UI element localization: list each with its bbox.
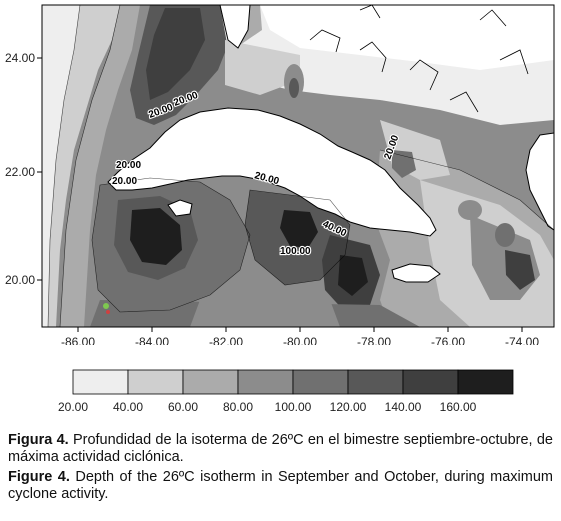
legend-swatch (347, 369, 404, 395)
legend-swatch (402, 369, 459, 395)
legend-swatch (127, 369, 184, 395)
legend-tick-label: 160.00 (440, 400, 477, 414)
depth-color-legend: 20.00 40.00 60.00 80.00 100.00 120.00 140.00 16… (58, 369, 514, 414)
figure-caption: Figura 4. Profundidad de la isoterma de … (8, 432, 553, 506)
contour-label: 20.00 (112, 176, 137, 187)
map-frame (41, 4, 555, 328)
legend-tick-label: 60.00 (168, 400, 198, 414)
y-tick-label: 24.00 (5, 51, 35, 65)
legend-tick-label: 40.00 (113, 400, 143, 414)
x-tick-label: -76.00 (431, 335, 465, 345)
y-tick-label: 20.00 (5, 273, 35, 287)
legend-swatch (182, 369, 239, 395)
caption-english-label: Figure 4. (8, 469, 70, 485)
legend-swatches (72, 369, 514, 395)
contour-label: 100.00 (280, 246, 311, 257)
legend-tick-label: 20.00 (58, 400, 88, 414)
caption-spanish-label: Figura 4. (8, 432, 69, 448)
isotherm-depth-map: 20.00 20.00 20.00 20.00 20.00 20.00 40.0… (5, 4, 555, 345)
caption-spanish: Figura 4. Profundidad de la isoterma de … (8, 432, 553, 466)
legend-tick-label: 120.00 (330, 400, 367, 414)
legend-tick-label: 140.00 (385, 400, 422, 414)
legend-swatch (292, 369, 349, 395)
legend-swatch (237, 369, 294, 395)
y-tick-label: 22.00 (5, 165, 35, 179)
x-tick-label: -78.00 (357, 335, 391, 345)
caption-english: Figure 4. Depth of the 26ºC isotherm in … (8, 469, 553, 503)
x-tick-label: -84.00 (135, 335, 169, 345)
legend-tick-label: 80.00 (223, 400, 253, 414)
caption-spanish-text: Profundidad de la isoterma de 26ºC en el… (8, 432, 553, 465)
contour-label: 20.00 (116, 160, 141, 171)
x-tick-label: -74.00 (505, 335, 539, 345)
caption-english-text: Depth of the 26ºC isotherm in September … (8, 469, 553, 502)
legend-swatch (457, 369, 514, 395)
x-tick-label: -86.00 (61, 335, 95, 345)
x-tick-label: -82.00 (209, 335, 243, 345)
depth-field (42, 5, 554, 327)
legend-swatch (72, 369, 129, 395)
legend-ticks: 20.00 40.00 60.00 80.00 100.00 120.00 140.00 16… (58, 400, 477, 414)
legend-tick-label: 100.00 (275, 400, 312, 414)
x-tick-label: -80.00 (283, 335, 317, 345)
